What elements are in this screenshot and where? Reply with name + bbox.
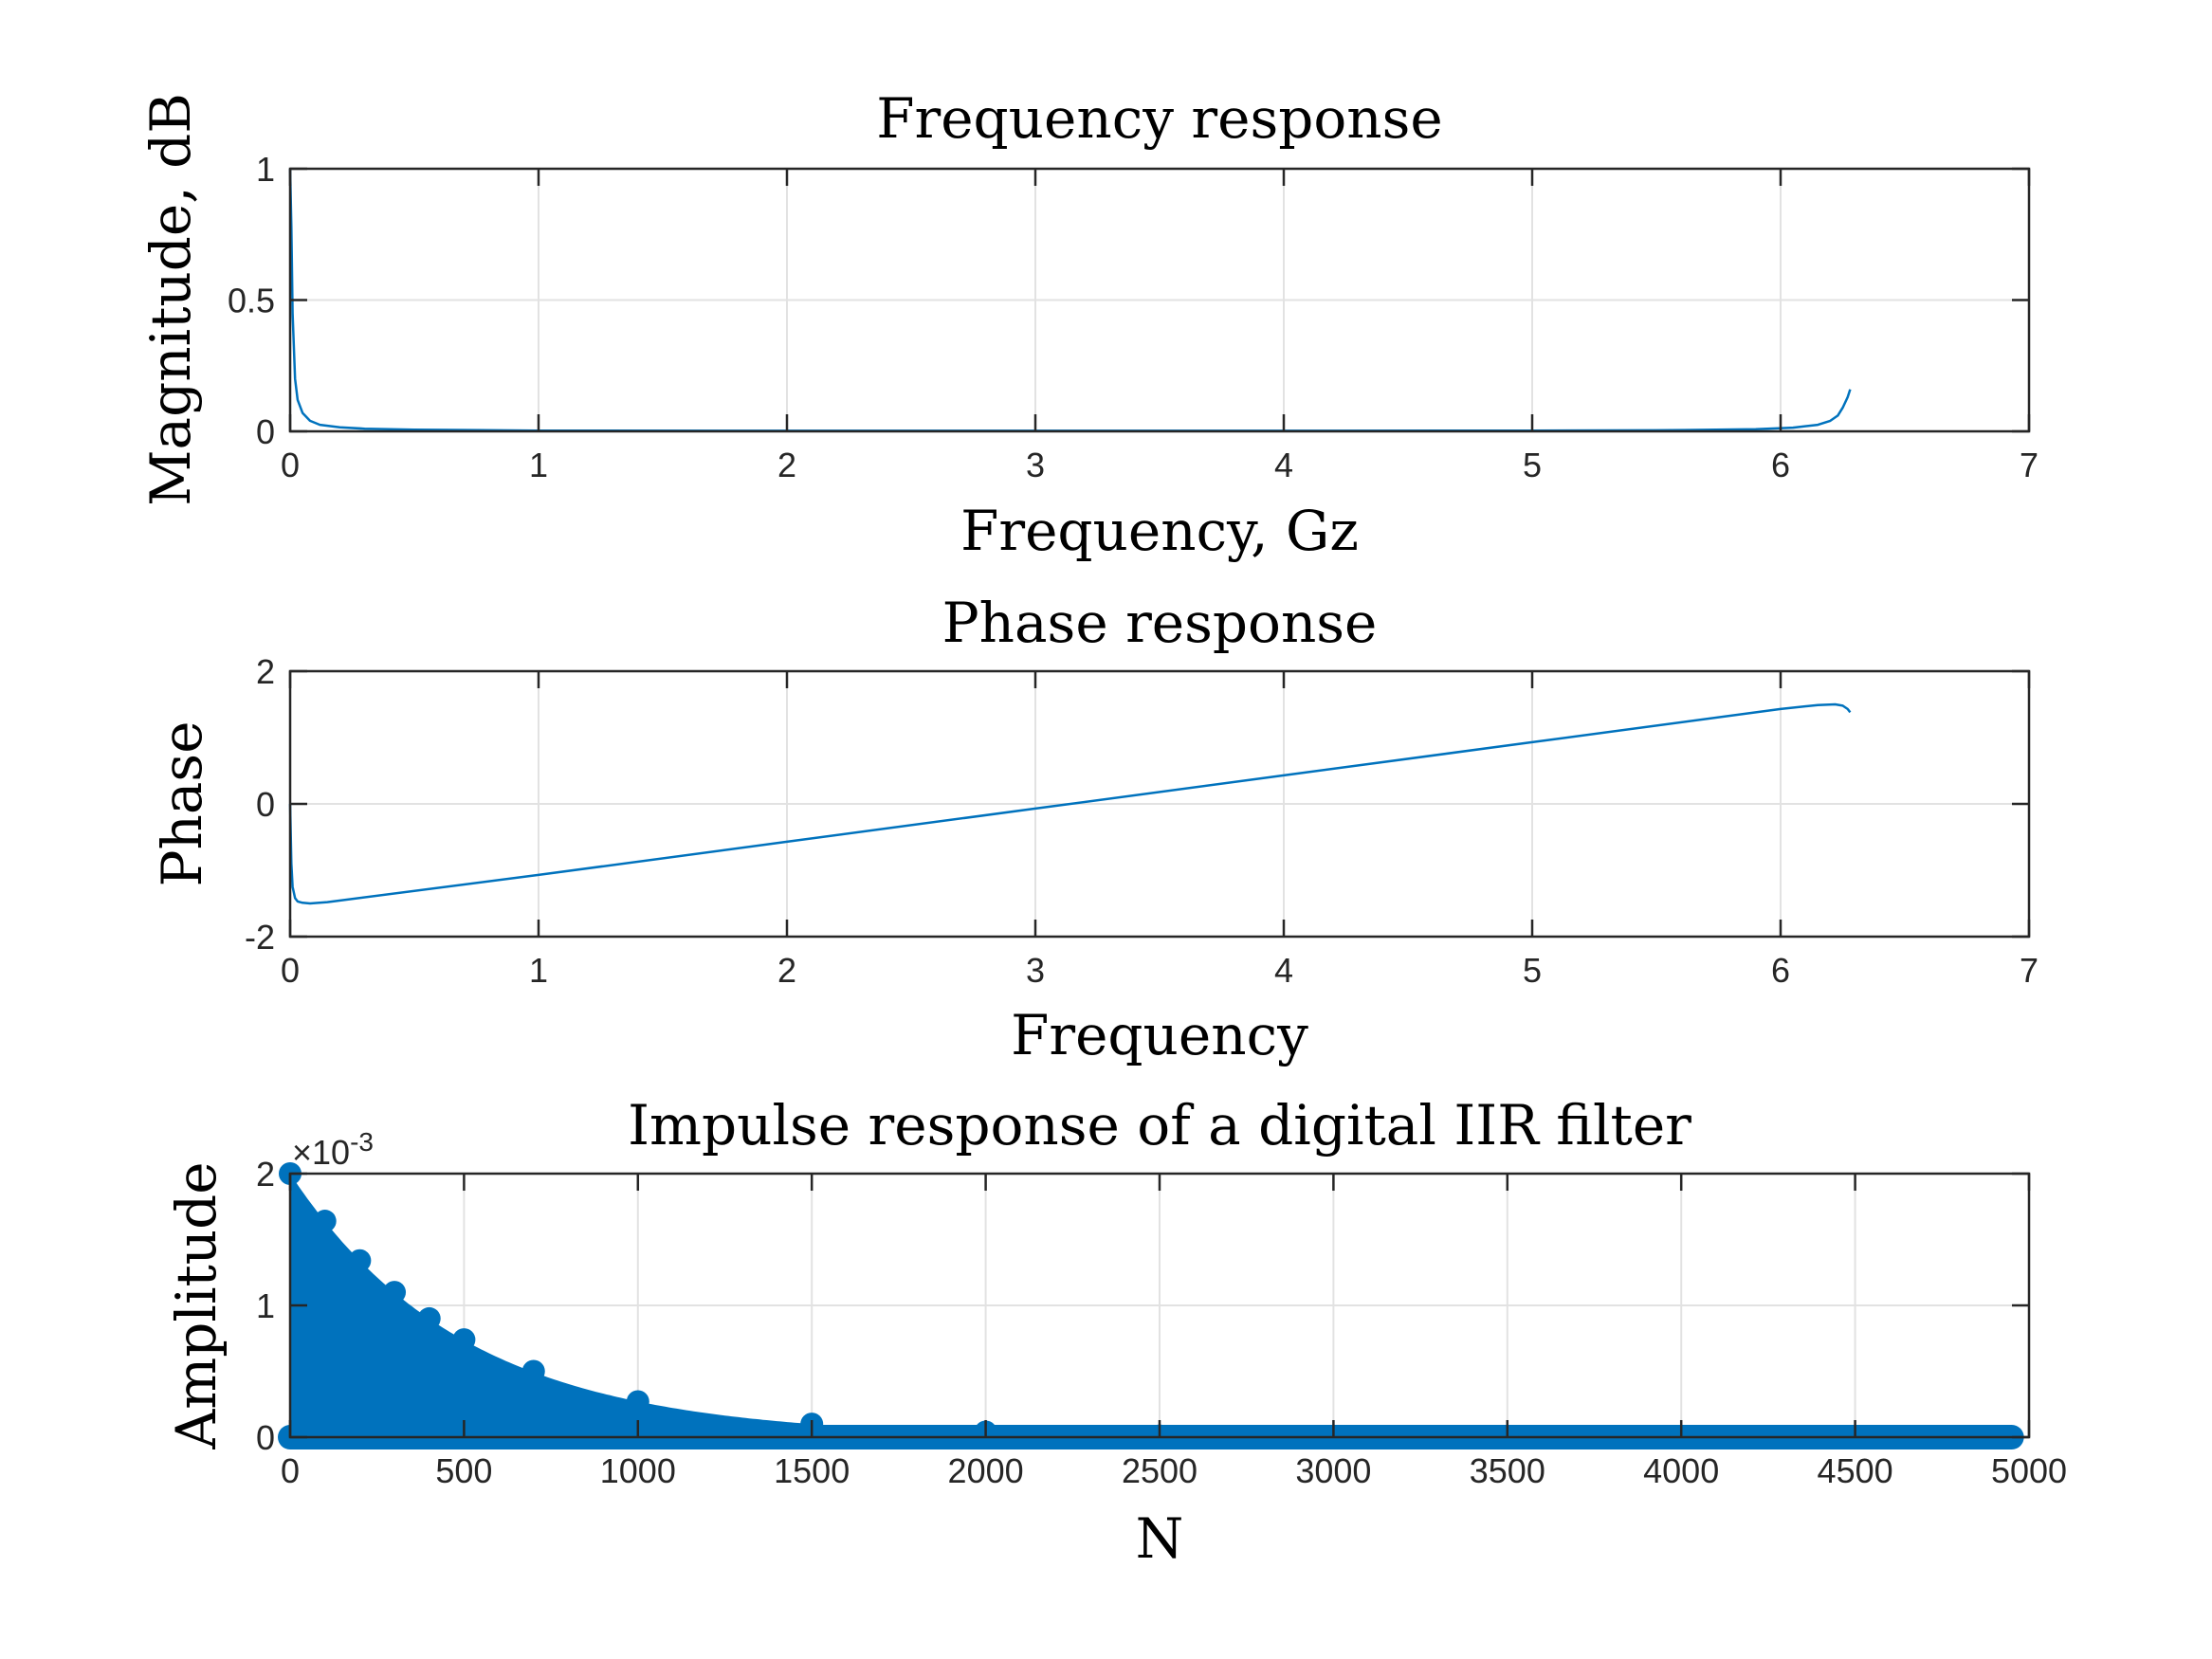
y-tick-label: 0 [256,1418,275,1457]
y-tick-label: 0 [256,412,275,451]
phase-response-title: Phase response [942,591,1378,655]
y-tick-label: 0.5 [228,282,275,320]
impulse-undershoot [707,1437,1473,1448]
y-tick-label: 0 [256,785,275,824]
impulse-response-xlabel: N [1136,1506,1184,1571]
x-tick-label: 0 [281,951,300,990]
frequency-response-panel: 0 1 2 3 4 5 6 7 0 0.5 1 Frequency response Frequen… [138,86,2038,563]
x-tick-label: 4 [1274,446,1293,484]
impulse-marker [452,1328,476,1352]
x-tick-label: 5 [1523,446,1542,484]
impulse-marker [521,1359,545,1383]
x-tick-label: 0 [281,1451,300,1490]
y-exponent-base: ×10 [292,1133,350,1172]
impulse-response-title: Impulse response of a digital IIR filter [628,1093,1691,1158]
x-tick-label: 1 [529,951,548,990]
x-tick-label: 0 [281,446,300,484]
x-tick-label: 1 [529,446,548,484]
x-tick-label: 2 [777,951,796,990]
x-tick-label: 3000 [1295,1451,1371,1490]
y-tick-label: -2 [245,918,275,957]
x-tick-label: 4500 [1818,1451,1893,1490]
series-line [288,702,1852,905]
impulse-response-ylabel: Amplitude [164,1161,229,1449]
frequency-response-title: Frequency response [876,86,1442,151]
frequency-response-xlabel: Frequency, Gz [960,499,1359,563]
y-tick-label: 1 [256,1286,275,1325]
x-tick-label: 5000 [1991,1451,2067,1490]
y-exponent-power: -3 [350,1127,374,1157]
impulse-stems-area [290,1174,2012,1437]
impulse-response-ticks: 0 500 1000 1500 2000 2500 3000 3500 4000 4500 5000… [256,1155,2067,1490]
x-tick-label: 7 [2020,446,2038,484]
phase-response-ticks: 0 1 2 3 4 5 6 7-202 [245,652,2038,990]
impulse-marker [383,1281,407,1304]
x-tick-label: 3 [1026,446,1045,484]
frequency-response-ticks: 0 1 2 3 4 5 6 7 0 0.5 1 [228,150,2038,484]
x-tick-label: 2500 [1122,1451,1197,1490]
impulse-marker [313,1210,337,1233]
x-tick-label: 3500 [1470,1451,1545,1490]
impulse-marker [417,1306,441,1330]
x-tick-label: 7 [2020,951,2038,990]
x-tick-label: 4 [1274,951,1293,990]
impulse-marker [348,1249,372,1272]
frequency-response-ylabel: Magnitude, dB [138,93,203,506]
x-tick-label: 1500 [774,1451,850,1490]
x-tick-label: 500 [435,1451,492,1490]
y-tick-label: 1 [256,150,275,189]
x-tick-label: 2 [777,446,796,484]
y-tick-label: 2 [256,652,275,691]
phase-response-panel: 0 1 2 3 4 5 6 7-202 Phase response Frequency Ph… [150,591,2038,1067]
x-tick-label: 3 [1026,951,1045,990]
phase-response-xlabel: Frequency [1011,1003,1308,1067]
impulse-marker [626,1390,649,1413]
x-tick-label: 6 [1771,951,1790,990]
impulse-response-y-exponent: ×10-3 [292,1127,374,1172]
x-tick-label: 1000 [600,1451,676,1490]
x-tick-label: 4000 [1643,1451,1719,1490]
phase-response-ylabel: Phase [150,720,214,886]
x-tick-label: 5 [1523,951,1542,990]
x-tick-label: 6 [1771,446,1790,484]
impulse-response-panel: 0 500 1000 1500 2000 2500 3000 3500 4000 4500 5000… [164,1093,2067,1571]
x-tick-label: 2000 [948,1451,1024,1490]
phase-response-series [288,702,1852,905]
y-tick-label: 2 [256,1155,275,1194]
